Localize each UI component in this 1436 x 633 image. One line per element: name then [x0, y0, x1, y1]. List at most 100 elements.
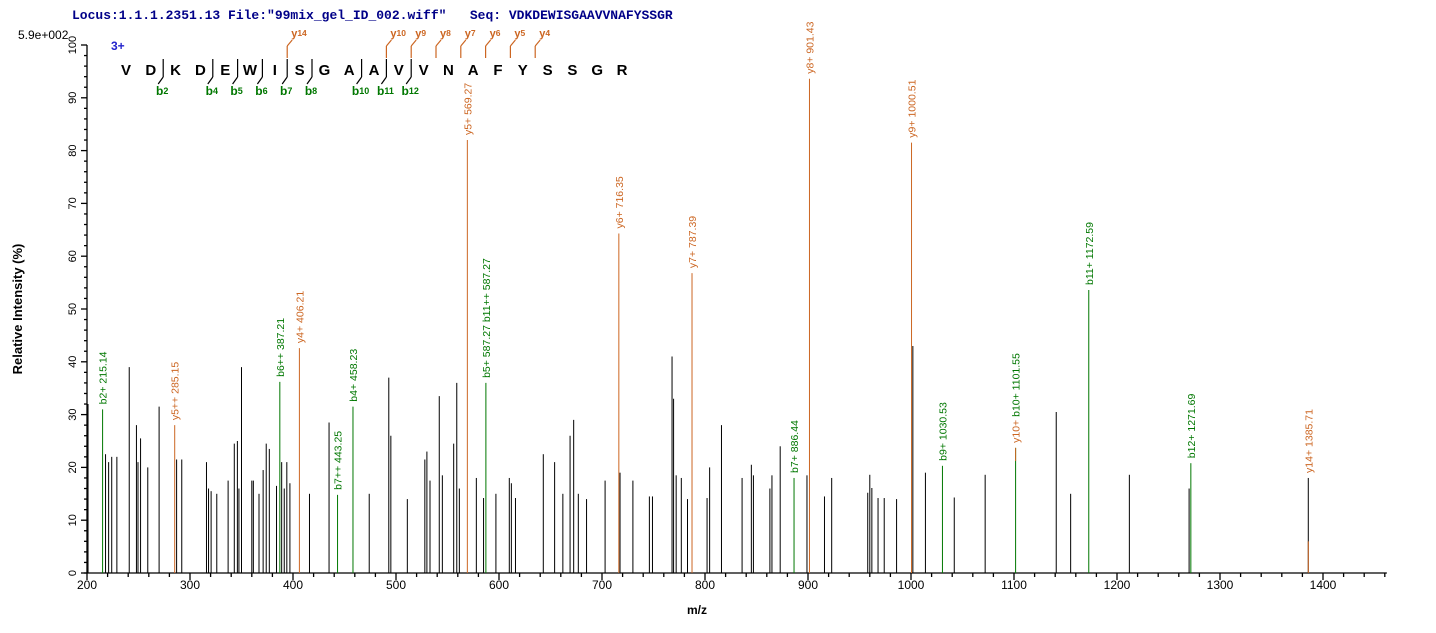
b-ion-marker: b12 [402, 59, 419, 98]
peak-annotation: b6++ 387.21 [275, 318, 287, 377]
peak-annotation: y4+ 406.21 [294, 291, 306, 343]
y-tick-label: 30 [67, 408, 79, 420]
x-tick-label: 600 [489, 578, 509, 592]
x-tick-label: 1300 [1207, 578, 1234, 592]
b-ion-marker: b5 [230, 59, 243, 98]
x-tick-label: 700 [592, 578, 612, 592]
y-ion-label: y8 [440, 28, 451, 40]
tick-labels: 200 300 400 500 600 700 800 900 1000 1100 1200 1300… [10, 36, 1337, 617]
peak-annotation: b2+ 215.14 [98, 351, 110, 404]
x-axis-label: m/z [687, 603, 707, 617]
y-ion-marker: y9 [410, 28, 426, 58]
y-ion-marker: y10 [385, 28, 406, 58]
y-ion-marker: y5 [509, 28, 526, 58]
peak-annotation: y5+ 569.27 [462, 83, 474, 135]
x-tick-label: 200 [77, 578, 97, 592]
b-ion-marker: b6 [255, 59, 268, 98]
y-ion-marker: y8 [435, 28, 451, 58]
y-tick-label: 70 [67, 197, 79, 209]
x-tick-label: 1200 [1104, 578, 1131, 592]
y-tick-label: 80 [67, 144, 79, 156]
b-ion-label: b5 [230, 84, 242, 98]
peak-annotation: y10+ b10+ 1101.55 [1011, 353, 1023, 443]
b-ion-label: b8 [305, 84, 317, 98]
residue: S [543, 62, 553, 79]
y-tick-label: 100 [67, 36, 79, 54]
residue: G [319, 62, 331, 79]
b-ion-label: b7 [280, 84, 292, 98]
peak-annotation: y5++ 285.15 [170, 362, 182, 421]
y-axis-label: Relative Intensity (%) [10, 244, 25, 375]
residue: A [344, 62, 355, 79]
residue: V [419, 62, 429, 79]
residue: G [591, 62, 603, 79]
y-tick-label: 50 [67, 303, 79, 315]
x-tick-label: 900 [798, 578, 818, 592]
annotated-peaks: b2+ 215.14 y5++ 285.15 b6++ 387.21 y4+ 406.… [98, 21, 1315, 573]
header: Locus:1.1.1.2351.13 File:"99mix_gel_ID_0… [72, 8, 673, 23]
y-ion-marker: y6 [485, 28, 501, 58]
peak-annotation: b11+ 1172.59 [1084, 222, 1096, 285]
residue: I [273, 62, 277, 79]
charge-state-label: 3+ [111, 39, 125, 53]
residue: A [369, 62, 380, 79]
residue: N [443, 62, 454, 79]
y-ion-marker: y4 [534, 28, 550, 58]
y-ion-marker: y14 [286, 28, 307, 58]
y-tick-label: 40 [67, 356, 79, 368]
x-tick-label: 1100 [1001, 578, 1027, 592]
y-ion-label: y5 [514, 28, 525, 40]
y-ion-label: y9 [415, 28, 426, 40]
x-tick-label: 800 [695, 578, 715, 592]
max-intensity-label: 5.9e+002 [18, 28, 69, 42]
peak-annotation: y9+ 1000.51 [907, 79, 919, 137]
sequence-text: Seq: VDKDEWISGAAVVNAFYSSGR [469, 8, 673, 23]
y-ion-label: y14 [291, 28, 307, 40]
peak-annotation: y6+ 716.35 [614, 176, 626, 228]
y-tick-label: 0 [67, 570, 79, 576]
locus-file-text: Locus:1.1.1.2351.13 File:"99mix_gel_ID_0… [72, 8, 447, 23]
y-ion-label: y4 [539, 28, 550, 40]
x-tick-label: 400 [283, 578, 303, 592]
b-ion-label: b11 [377, 84, 394, 98]
b-ion-marker: b4 [206, 59, 218, 98]
y-tick-label: 60 [67, 250, 79, 262]
x-tick-label: 1400 [1310, 578, 1337, 592]
residue: D [145, 62, 156, 79]
y-tick-label: 90 [67, 92, 79, 104]
peak-annotation: b12+ 1271.69 [1186, 393, 1198, 458]
peak-annotation: b4+ 458.23 [348, 349, 360, 402]
y-ion-label: y7 [465, 28, 476, 40]
b-ion-marker: b10 [352, 59, 369, 98]
residue: W [243, 62, 258, 79]
residue: R [617, 62, 628, 79]
peptide-sequence: V D K D E W I S G A A V V N A F Y S S G Rb2 b4 b5 b6 b7 b8 b10 b11 b… [121, 28, 628, 98]
peaks [87, 345, 1190, 573]
residue: V [394, 62, 404, 79]
x-tick-label: 1000 [898, 578, 925, 592]
b-ion-label: b12 [402, 84, 419, 98]
peak-annotation: y14+ 1385.71 [1303, 409, 1315, 473]
peak-annotation: b5+ 587.27 b11++ 587.27 [481, 258, 493, 378]
b-ion-marker: b8 [305, 59, 317, 98]
residue: E [220, 62, 230, 79]
axes [81, 44, 1387, 580]
b-ion-label: b2 [156, 84, 168, 98]
b-ion-marker: b2 [156, 59, 168, 98]
b-ion-label: b10 [352, 84, 369, 98]
peak-annotation: b7++ 443.25 [333, 431, 345, 490]
y-tick-label: 10 [67, 514, 79, 526]
residue: S [567, 62, 577, 79]
b-ion-marker: b7 [280, 59, 292, 98]
residue: K [170, 62, 181, 79]
y-ion-label: y10 [390, 28, 406, 40]
residue: S [295, 62, 305, 79]
y-ion-marker: y7 [460, 28, 476, 58]
peak-annotation: y8+ 901.43 [804, 21, 816, 73]
residue: D [195, 62, 206, 79]
b-ion-marker: b11 [377, 59, 394, 98]
peak-annotation: b9+ 1030.53 [937, 402, 949, 461]
y-tick-label: 20 [67, 461, 79, 473]
y-ion-label: y6 [490, 28, 501, 40]
